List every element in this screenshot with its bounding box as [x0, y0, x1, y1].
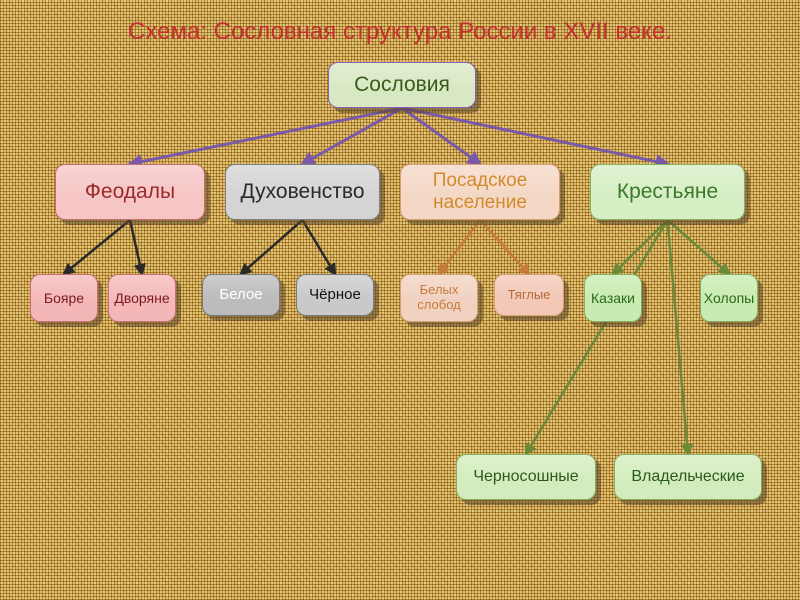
tree-node-boyare: Бояре [30, 274, 98, 322]
tree-node-vlad: Владельческие [614, 454, 762, 500]
edge-duh-beloe [241, 220, 303, 274]
diagram-title: Схема: Сословная структура России в XVII… [0, 18, 800, 46]
tree-node-kazaki: Казаки [584, 274, 642, 322]
tree-node-feod: Феодалы [55, 164, 205, 220]
edge-posad-tyag [480, 220, 529, 274]
tree-node-belsl: Белых слобод [400, 274, 478, 322]
edge-krest-chsosh [526, 220, 668, 454]
tree-node-tyag: Тяглые [494, 274, 564, 316]
edge-feod-dvor [130, 220, 142, 274]
tree-node-root: Сословия [328, 62, 476, 108]
edge-root-duh [303, 108, 403, 164]
tree-node-dvor: Дворяне [108, 274, 176, 322]
tree-node-holopy: Холопы [700, 274, 758, 322]
tree-node-chern: Чёрное [296, 274, 374, 316]
tree-node-beloe: Белое [202, 274, 280, 316]
edge-root-feod [130, 108, 402, 164]
edge-krest-holopy [668, 220, 730, 274]
edge-krest-vlad [668, 220, 689, 454]
edge-duh-chern [303, 220, 336, 274]
tree-node-posad: Посадское население [400, 164, 560, 220]
tree-node-chsosh: Черносошные [456, 454, 596, 500]
edge-posad-belsl [439, 220, 480, 274]
tree-node-krest: Крестьяне [590, 164, 745, 220]
edge-feod-boyare [64, 220, 130, 274]
tree-node-duh: Духовенство [225, 164, 380, 220]
